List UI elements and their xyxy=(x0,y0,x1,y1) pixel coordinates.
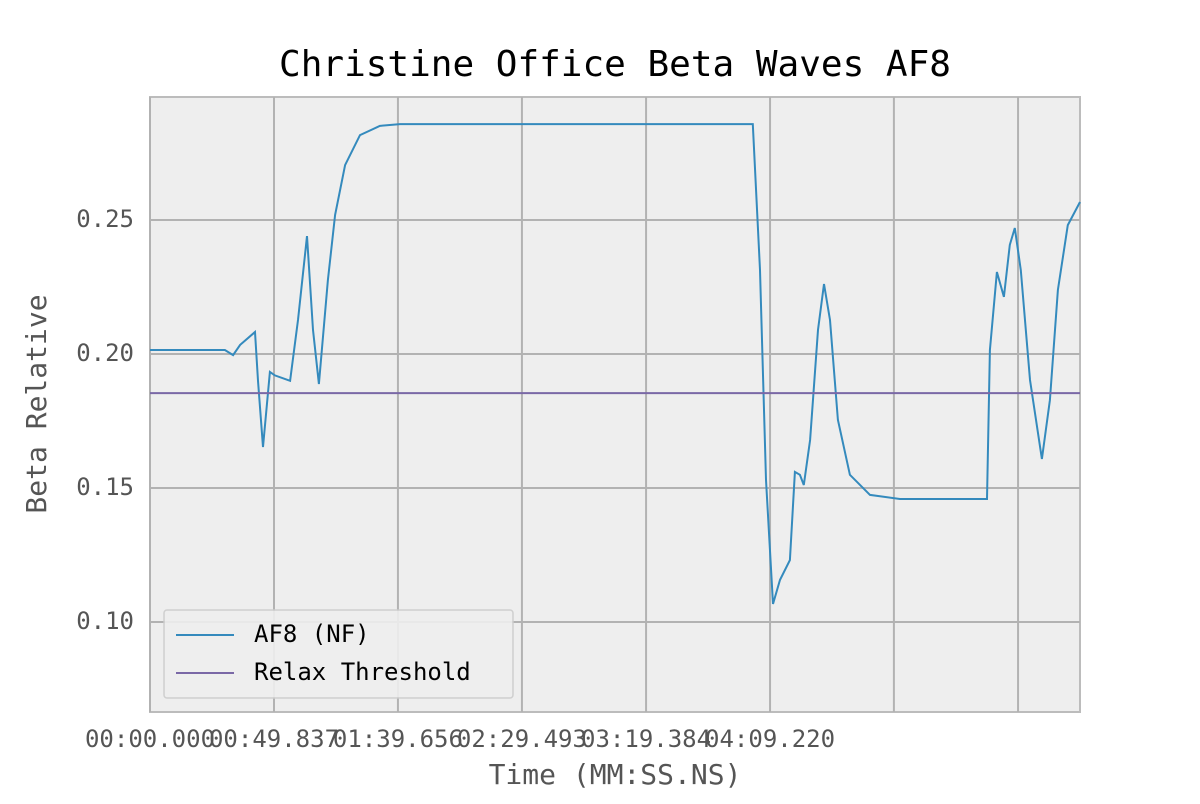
y-tick-label: 0.10 xyxy=(76,607,134,635)
y-tick-label: 0.25 xyxy=(76,205,134,233)
x-tick-label: 01:39.656 xyxy=(333,725,463,753)
x-axis-label: Time (MM:SS.NS) xyxy=(489,758,742,791)
legend-label: Relax Threshold xyxy=(254,658,471,686)
x-tick-label: 02:29.493 xyxy=(457,725,587,753)
y-tick-label: 0.15 xyxy=(76,473,134,501)
x-tick-label: 03:19.384 xyxy=(581,725,711,753)
legend-label: AF8 (NF) xyxy=(254,620,370,648)
chart-title: Christine Office Beta Waves AF8 xyxy=(279,44,951,85)
x-tick-label: 00:49.837 xyxy=(209,725,339,753)
y-axis-label: Beta Relative xyxy=(20,294,53,513)
y-tick-label: 0.20 xyxy=(76,339,134,367)
series-line xyxy=(150,123,1081,605)
legend-box xyxy=(163,609,514,699)
lines xyxy=(150,123,1081,605)
legend: AF8 (NF) Relax Threshold xyxy=(163,609,514,699)
x-tick-label: 04:09.220 xyxy=(705,725,835,753)
x-tick-label: 00:00.000 xyxy=(85,725,215,753)
